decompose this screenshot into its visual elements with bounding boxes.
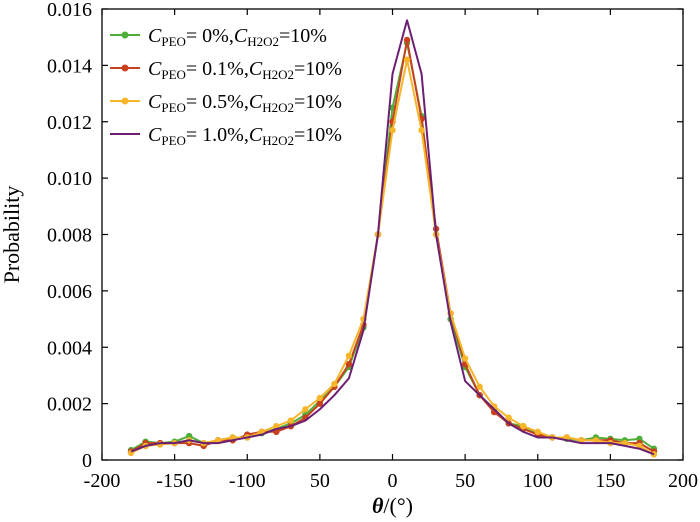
- data-point: [287, 417, 295, 424]
- legend-label-part: = 0%,: [186, 25, 234, 47]
- data-point: [520, 422, 527, 430]
- legend-label-part: C: [148, 124, 162, 146]
- legend-label-part: PEO: [161, 100, 186, 115]
- legend-label-part: =10%: [294, 91, 342, 113]
- y-tick-label: 0.006: [47, 281, 92, 303]
- x-axis-unit: /(°): [383, 493, 413, 518]
- x-axis-symbol: θ: [372, 493, 384, 518]
- legend-label-part: =10%: [279, 25, 327, 47]
- legend-label-part: C: [249, 58, 263, 80]
- legend-swatch-marker: [121, 31, 129, 39]
- x-tick-label: -100: [229, 470, 266, 492]
- legend-label-part: =10%: [294, 58, 342, 80]
- legend-label: CPEO= 1.0%,CH2O2=10%: [148, 124, 342, 148]
- legend-entry: CPEO= 0.5%,CH2O2=10%: [110, 91, 342, 115]
- x-tick-label: 50: [310, 470, 330, 492]
- data-point: [316, 400, 324, 407]
- data-point: [345, 360, 353, 368]
- legend-label-part: C: [234, 25, 248, 47]
- legend-label: CPEO= 0%,CH2O2=10%: [148, 25, 327, 49]
- y-tick-label: 0.008: [47, 225, 92, 247]
- series-4: [130, 19, 655, 456]
- legend-entry: CPEO= 0.1%,CH2O2=10%: [110, 58, 342, 82]
- x-tick-label: 100: [523, 470, 553, 492]
- y-tick-label: 0.004: [47, 337, 92, 359]
- x-axis-title: θ/(°): [372, 493, 413, 518]
- x-tick-label: 50: [455, 470, 475, 492]
- data-point: [534, 428, 541, 436]
- data-point: [345, 352, 353, 359]
- legend-label-part: H2O2: [247, 34, 279, 49]
- data-point: [302, 406, 309, 413]
- data-point: [403, 56, 411, 63]
- legend-entry: CPEO= 0%,CH2O2=10%: [110, 25, 327, 49]
- series-layer: [127, 19, 658, 458]
- series-line: [130, 19, 655, 456]
- legend-label-part: H2O2: [262, 133, 294, 148]
- x-tick-label: -150: [156, 470, 193, 492]
- legend-label-part: C: [249, 124, 263, 146]
- legend-label-part: PEO: [161, 133, 186, 148]
- ticks-layer: -200 -150 -100 50 0 50 100 150 200 0 0.002 0.004 0.0…: [47, 0, 698, 492]
- legend-label-part: = 0.5%,: [186, 91, 249, 113]
- y-axis-title: Probability: [0, 186, 24, 284]
- data-point: [418, 127, 425, 134]
- legend-label-part: C: [249, 91, 263, 113]
- legend-label-part: = 1.0%,: [186, 124, 249, 146]
- data-point: [476, 383, 483, 390]
- y-tick-label: 0.010: [47, 168, 92, 190]
- y-tick-label: 0.002: [47, 394, 92, 416]
- legend-label-part: =10%: [294, 124, 342, 146]
- legend-swatch-marker: [121, 64, 129, 72]
- data-point: [461, 355, 469, 362]
- legend-label-part: H2O2: [262, 100, 294, 115]
- legend-swatch-marker: [121, 97, 129, 105]
- data-point: [331, 380, 338, 388]
- legend-label-part: = 0.1%,: [186, 58, 249, 80]
- x-tick-label: 200: [668, 470, 698, 492]
- data-point: [403, 36, 411, 44]
- y-tick-label: 0.014: [47, 55, 92, 77]
- x-tick-label: 0: [388, 470, 398, 492]
- x-tick-label: 150: [595, 470, 625, 492]
- data-point: [316, 394, 324, 402]
- data-point: [389, 127, 396, 134]
- legend: CPEO= 0%,CH2O2=10%CPEO= 0.1%,CH2O2=10%CP…: [110, 25, 342, 148]
- legend-label-part: C: [148, 91, 162, 113]
- y-tick-label: 0.012: [47, 112, 92, 134]
- legend-label: CPEO= 0.5%,CH2O2=10%: [148, 91, 342, 115]
- legend-label-part: C: [148, 58, 162, 80]
- legend-label-part: C: [148, 25, 162, 47]
- legend-label-part: PEO: [161, 34, 186, 49]
- data-point: [592, 437, 600, 444]
- data-point: [505, 414, 512, 421]
- legend-label: CPEO= 0.1%,CH2O2=10%: [148, 58, 342, 82]
- legend-entry: CPEO= 1.0%,CH2O2=10%: [110, 124, 342, 148]
- legend-label-part: PEO: [161, 67, 186, 82]
- y-tick-label: 0.016: [47, 0, 92, 21]
- y-tick-label: 0: [82, 450, 92, 472]
- legend-label-part: H2O2: [262, 67, 294, 82]
- x-tick-label: -200: [84, 470, 121, 492]
